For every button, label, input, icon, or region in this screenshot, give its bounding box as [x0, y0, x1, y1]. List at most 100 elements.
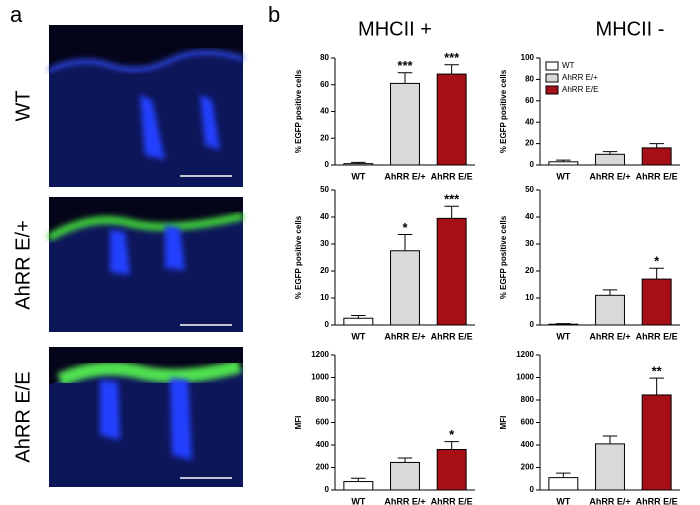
- bar: [595, 153, 625, 166]
- legend-swatch: [545, 85, 559, 95]
- y-tick-label: 40: [525, 212, 534, 221]
- image-label: WT: [12, 90, 34, 121]
- legend-label: AhRR E/+: [562, 73, 598, 82]
- error-bar: [556, 472, 571, 478]
- x-tick-label: AhRR E/+: [384, 496, 425, 505]
- y-tick-label: 400: [316, 440, 330, 449]
- y-tick-label: 1200: [516, 350, 534, 359]
- y-tick-label: 1000: [516, 373, 534, 382]
- y-tick-label: 40: [320, 212, 329, 221]
- x-tick-label: WT: [556, 171, 570, 181]
- error-bar: [602, 289, 618, 296]
- error-bar: [444, 205, 459, 219]
- bar: [390, 250, 420, 326]
- y-tick-label: 60: [525, 96, 534, 105]
- micrograph: [48, 25, 244, 187]
- error-bar: [397, 457, 413, 463]
- image-label: AhRR E/E: [12, 371, 34, 462]
- error-bar: [444, 64, 459, 75]
- bar: [436, 73, 467, 166]
- y-tick-label: 80: [320, 53, 329, 62]
- y-tick-label: 0: [530, 485, 535, 494]
- bar: [641, 278, 672, 326]
- y-tick-label: 200: [316, 463, 330, 472]
- y-tick-label: 20: [320, 266, 329, 275]
- y-axis-label: % EGFP positive cells: [294, 215, 303, 299]
- x-tick-label: WT: [351, 171, 365, 181]
- x-tick-label: AhRR E/E: [636, 331, 678, 341]
- y-tick-label: 600: [316, 418, 330, 427]
- y-tick-label: 0: [530, 160, 535, 169]
- error-bar: [556, 159, 571, 162]
- y-tick-label: 0: [325, 320, 330, 329]
- legend-swatch: [545, 61, 559, 71]
- legend-label: WT: [562, 61, 575, 70]
- y-tick-label: 1000: [311, 373, 329, 382]
- y-axis-label: % EGFP positive cells: [294, 69, 303, 153]
- error-bar: [649, 377, 664, 395]
- bar: [436, 217, 467, 326]
- bar: [548, 477, 579, 491]
- column-title: MHCII +: [358, 18, 432, 40]
- significance: *: [402, 220, 408, 235]
- y-tick-label: 20: [525, 139, 534, 148]
- y-tick-label: 50: [320, 185, 329, 194]
- y-tick-label: 60: [320, 80, 329, 89]
- y-tick-label: 10: [525, 293, 534, 302]
- bar: [641, 147, 672, 166]
- error-bar: [602, 151, 618, 155]
- x-tick-label: WT: [556, 331, 570, 341]
- bar: [390, 461, 420, 491]
- bar: [595, 294, 625, 326]
- y-tick-label: 0: [530, 320, 535, 329]
- x-tick-label: AhRR E/E: [636, 496, 678, 505]
- y-tick-label: 200: [521, 463, 535, 472]
- x-tick-label: AhRR E/+: [589, 496, 630, 505]
- y-axis-label: MFI: [499, 416, 508, 430]
- error-bar: [649, 267, 664, 280]
- column-title: MHCII -: [596, 18, 665, 40]
- error-bar: [556, 323, 571, 325]
- x-tick-label: AhRR E/E: [431, 331, 473, 341]
- x-tick-label: AhRR E/+: [589, 171, 630, 181]
- y-tick-label: 1200: [311, 350, 329, 359]
- bar: [390, 82, 420, 166]
- error-bar: [649, 143, 664, 148]
- y-tick-label: 0: [325, 160, 330, 169]
- y-axis-label: MFI: [294, 416, 303, 430]
- error-bar: [444, 441, 459, 450]
- y-tick-label: 800: [521, 395, 535, 404]
- y-tick-label: 0: [325, 485, 330, 494]
- y-axis-label: % EGFP positive cells: [499, 69, 508, 153]
- y-tick-label: 20: [525, 266, 534, 275]
- error-bar: [351, 315, 366, 319]
- bar: [641, 394, 672, 491]
- y-tick-label: 100: [521, 53, 535, 62]
- y-tick-label: 30: [525, 239, 534, 248]
- bar: [548, 161, 579, 166]
- y-axis-label: % EGFP positive cells: [499, 215, 508, 299]
- panel-letter: a: [10, 2, 23, 27]
- micrograph: [46, 197, 244, 332]
- y-tick-label: 400: [521, 440, 535, 449]
- significance: ***: [397, 58, 413, 73]
- y-tick-label: 800: [316, 395, 330, 404]
- x-tick-label: AhRR E/+: [384, 331, 425, 341]
- y-tick-label: 40: [525, 117, 534, 126]
- significance: **: [652, 364, 663, 379]
- error-bar: [602, 435, 618, 444]
- y-tick-label: 20: [320, 133, 329, 142]
- significance: ***: [444, 192, 460, 207]
- bar: [548, 323, 579, 326]
- y-tick-label: 600: [521, 418, 535, 427]
- error-bar: [351, 477, 366, 482]
- x-tick-label: AhRR E/+: [589, 331, 630, 341]
- x-tick-label: AhRR E/E: [431, 496, 473, 505]
- significance: *: [654, 254, 660, 269]
- bar: [343, 481, 374, 491]
- y-tick-label: 10: [320, 293, 329, 302]
- x-tick-label: AhRR E/E: [431, 171, 473, 181]
- y-tick-label: 40: [320, 107, 329, 116]
